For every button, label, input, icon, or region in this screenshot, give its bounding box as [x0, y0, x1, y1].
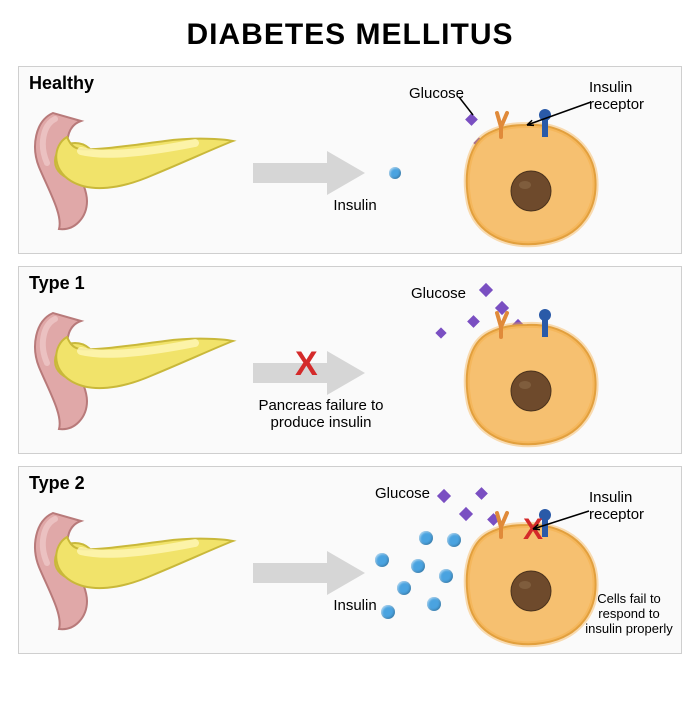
flow-arrow	[249, 549, 369, 597]
insulin-dot-icon	[427, 597, 441, 611]
glucose-icon	[435, 327, 446, 338]
cell-icon	[449, 303, 619, 463]
insulin-dot-icon	[411, 559, 425, 573]
pancreas-icon	[25, 91, 245, 251]
page-title: DIABETES MELLITUS	[0, 18, 700, 52]
panel-healthy: HealthyInsulinGlucoseInsulinreceptor	[18, 66, 682, 254]
figure-label: Glucose	[375, 485, 430, 502]
figure-label: Cells fail torespond toinsulin properly	[579, 591, 679, 636]
figure-label: Insulinreceptor	[589, 79, 644, 113]
panel-type1: Type 1XPancreas failure toproduce insuli…	[18, 266, 682, 454]
insulin-dot-icon	[419, 531, 433, 545]
blocked-x-icon: X	[295, 345, 318, 384]
arrow-label: Insulin	[275, 197, 435, 214]
figure-label: Insulinreceptor	[589, 489, 644, 523]
arrow-label: Insulin	[275, 597, 435, 614]
panels-container: HealthyInsulinGlucoseInsulinreceptorType…	[0, 66, 700, 672]
callout-line	[523, 98, 595, 129]
arrow-label: Pancreas failure toproduce insulin	[241, 397, 401, 432]
glucose-icon	[479, 283, 493, 297]
callout-line	[529, 507, 593, 533]
insulin-dot-icon	[381, 605, 395, 619]
glucose-icon	[437, 489, 451, 503]
callout-line	[455, 93, 477, 119]
insulin-dot-icon	[375, 553, 389, 567]
panel-type2: Type 2InsulinXGlucoseInsulinreceptorCell…	[18, 466, 682, 654]
pancreas-icon	[25, 291, 245, 451]
flow-arrow	[249, 149, 369, 197]
figure-label: Glucose	[411, 285, 466, 302]
pancreas-icon	[25, 491, 245, 651]
flow-arrow: X	[249, 349, 369, 397]
glucose-icon	[475, 487, 488, 500]
insulin-dot-icon	[389, 167, 401, 179]
insulin-dot-icon	[397, 581, 411, 595]
